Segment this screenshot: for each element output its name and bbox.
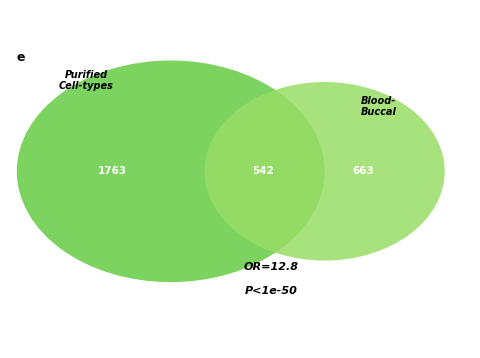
Text: P<1e-50: P<1e-50: [244, 286, 297, 296]
Text: 663: 663: [352, 166, 374, 176]
Ellipse shape: [17, 61, 324, 282]
Text: e: e: [17, 51, 25, 64]
Ellipse shape: [204, 82, 445, 261]
Text: OR=12.8: OR=12.8: [243, 262, 298, 272]
Text: Blood-
Buccal: Blood- Buccal: [360, 96, 396, 117]
Text: 1763: 1763: [97, 166, 127, 176]
Text: Purified
Cell-types: Purified Cell-types: [59, 70, 113, 91]
Text: 542: 542: [252, 166, 274, 176]
